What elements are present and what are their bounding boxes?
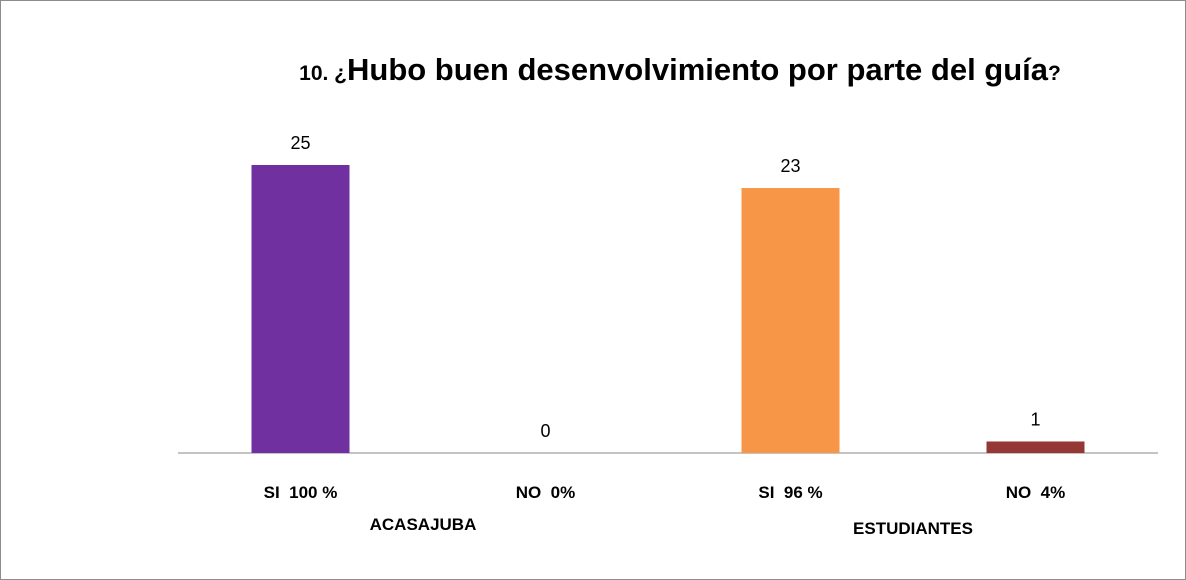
x-tick-label: SI 100 % <box>264 483 338 502</box>
bar <box>741 188 840 454</box>
group-label: ACASAJUBA <box>370 515 477 534</box>
data-label: 23 <box>780 156 800 176</box>
bar <box>251 165 350 453</box>
title-main: Hubo buen desenvolvimiento por parte del… <box>347 52 1049 87</box>
data-label: 1 <box>1030 409 1040 429</box>
group-label: ESTUDIANTES <box>853 519 973 538</box>
data-label: 0 <box>540 421 550 441</box>
x-tick-label: NO 4% <box>1006 483 1066 502</box>
title-prefix: 10. ¿ <box>299 62 347 85</box>
chart-title: 10. ¿Hubo buen desenvolvimiento por part… <box>299 52 1061 87</box>
title-suffix: ? <box>1048 62 1061 85</box>
x-tick-label: SI 96 % <box>758 483 822 502</box>
x-tick-label: NO 0% <box>516 483 576 502</box>
data-label: 25 <box>290 133 310 153</box>
bar <box>986 441 1085 453</box>
